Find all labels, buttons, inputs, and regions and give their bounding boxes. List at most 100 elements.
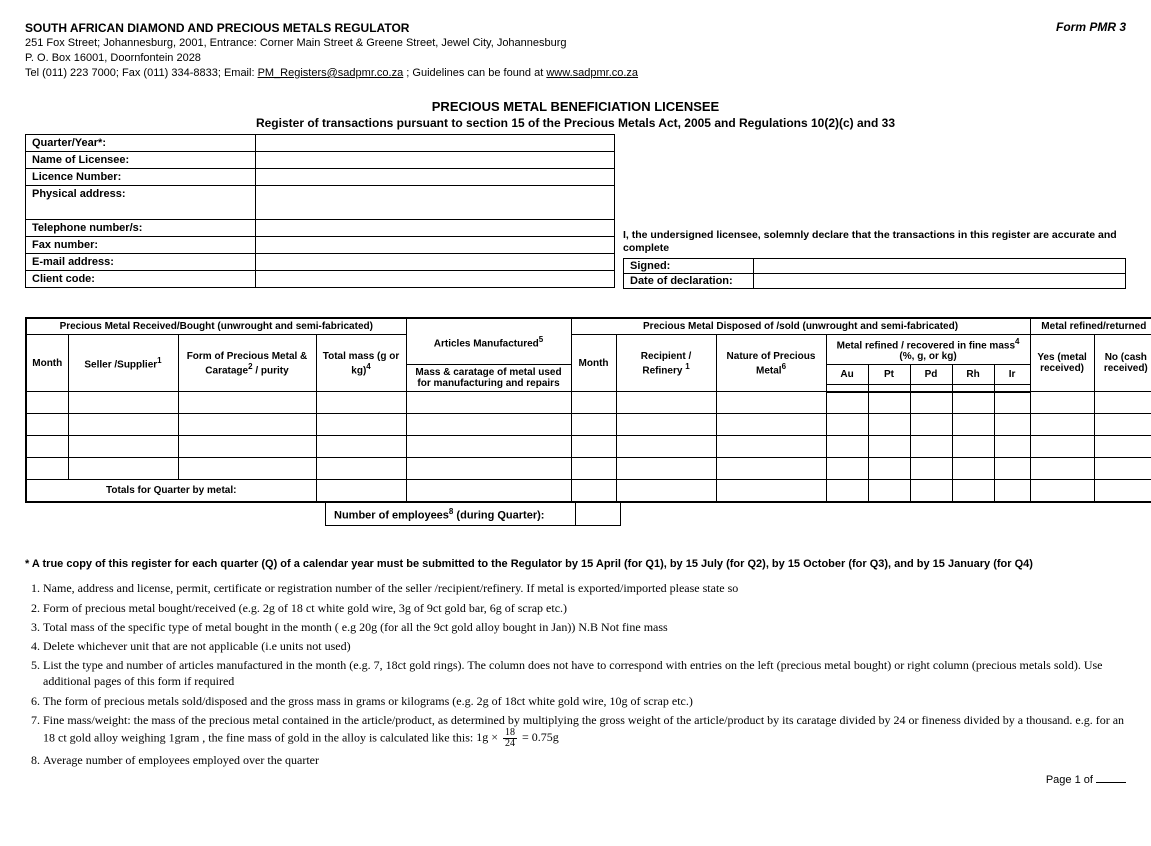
table-cell[interactable] bbox=[178, 458, 316, 480]
table-cell[interactable] bbox=[571, 392, 616, 414]
totals-cell[interactable] bbox=[716, 480, 826, 502]
table-cell[interactable] bbox=[1094, 436, 1151, 458]
table-cell[interactable] bbox=[1094, 392, 1151, 414]
table-cell[interactable] bbox=[826, 414, 868, 436]
totals-cell[interactable] bbox=[571, 480, 616, 502]
table-cell[interactable] bbox=[178, 414, 316, 436]
table-cell[interactable] bbox=[1030, 392, 1094, 414]
field-email[interactable] bbox=[256, 253, 615, 270]
table-cell[interactable] bbox=[716, 392, 826, 414]
table-cell[interactable] bbox=[406, 414, 571, 436]
table-cell[interactable] bbox=[68, 414, 178, 436]
totals-cell[interactable] bbox=[406, 480, 571, 502]
table-cell[interactable] bbox=[826, 458, 868, 480]
table-cell[interactable] bbox=[406, 392, 571, 414]
hdr-disposed: Precious Metal Disposed of /sold (unwrou… bbox=[571, 318, 1030, 335]
table-cell[interactable] bbox=[26, 436, 68, 458]
field-licensee[interactable] bbox=[256, 151, 615, 168]
field-quarter[interactable] bbox=[256, 134, 615, 151]
lbl-client: Client code: bbox=[26, 270, 256, 287]
table-cell[interactable] bbox=[68, 436, 178, 458]
table-cell[interactable] bbox=[571, 414, 616, 436]
table-cell[interactable] bbox=[910, 458, 952, 480]
field-signed[interactable] bbox=[754, 259, 1126, 274]
field-decl-date[interactable] bbox=[754, 274, 1126, 289]
field-tel[interactable] bbox=[256, 219, 615, 236]
table-cell[interactable] bbox=[26, 392, 68, 414]
hdr-form: Form of Precious Metal & Caratage2 / pur… bbox=[178, 335, 316, 392]
table-cell[interactable] bbox=[952, 392, 994, 414]
totals-cell[interactable] bbox=[1030, 480, 1094, 502]
lbl-licensee: Name of Licensee: bbox=[26, 151, 256, 168]
table-cell[interactable] bbox=[406, 436, 571, 458]
table-cell[interactable] bbox=[616, 414, 716, 436]
table-cell[interactable] bbox=[994, 392, 1030, 414]
table-cell[interactable] bbox=[868, 436, 910, 458]
lbl-tel: Telephone number/s: bbox=[26, 219, 256, 236]
table-cell[interactable] bbox=[26, 458, 68, 480]
table-cell[interactable] bbox=[716, 436, 826, 458]
totals-cell[interactable] bbox=[1094, 480, 1151, 502]
hdr-ir: Ir bbox=[994, 365, 1030, 385]
table-cell[interactable] bbox=[952, 458, 994, 480]
field-phys-addr[interactable] bbox=[256, 185, 615, 219]
employees-row: Number of employees8 (during Quarter): bbox=[325, 503, 621, 527]
totals-cell[interactable] bbox=[910, 480, 952, 502]
table-cell[interactable] bbox=[1094, 458, 1151, 480]
totals-cell[interactable] bbox=[868, 480, 910, 502]
hdr-pd: Pd bbox=[910, 365, 952, 385]
totals-cell[interactable] bbox=[952, 480, 994, 502]
org-email: PM_Registers@sadpmr.co.za bbox=[258, 67, 404, 79]
table-cell[interactable] bbox=[316, 392, 406, 414]
table-cell[interactable] bbox=[868, 458, 910, 480]
hdr-pt: Pt bbox=[868, 365, 910, 385]
field-fax[interactable] bbox=[256, 236, 615, 253]
table-cell[interactable] bbox=[994, 414, 1030, 436]
table-cell[interactable] bbox=[178, 436, 316, 458]
table-cell[interactable] bbox=[868, 414, 910, 436]
table-cell[interactable] bbox=[616, 392, 716, 414]
table-cell[interactable] bbox=[571, 436, 616, 458]
footnote-2: Form of precious metal bought/received (… bbox=[43, 600, 1126, 616]
table-cell[interactable] bbox=[178, 392, 316, 414]
hdr-yes: Yes (metal received) bbox=[1030, 335, 1094, 392]
table-cell[interactable] bbox=[1030, 414, 1094, 436]
totals-cell[interactable] bbox=[994, 480, 1030, 502]
table-cell[interactable] bbox=[826, 436, 868, 458]
lbl-signed: Signed: bbox=[624, 259, 754, 274]
table-cell[interactable] bbox=[910, 414, 952, 436]
table-cell[interactable] bbox=[616, 458, 716, 480]
table-cell[interactable] bbox=[406, 458, 571, 480]
table-cell[interactable] bbox=[716, 414, 826, 436]
table-cell[interactable] bbox=[952, 436, 994, 458]
totals-cell[interactable] bbox=[316, 480, 406, 502]
table-cell[interactable] bbox=[316, 436, 406, 458]
table-cell[interactable] bbox=[1030, 458, 1094, 480]
table-cell[interactable] bbox=[616, 436, 716, 458]
table-cell[interactable] bbox=[994, 436, 1030, 458]
table-cell[interactable] bbox=[826, 392, 868, 414]
table-cell[interactable] bbox=[68, 392, 178, 414]
table-cell[interactable] bbox=[571, 458, 616, 480]
table-cell[interactable] bbox=[1094, 414, 1151, 436]
hdr-seller: Seller /Supplier1 bbox=[68, 335, 178, 392]
employees-field[interactable] bbox=[576, 503, 621, 526]
totals-cell[interactable] bbox=[616, 480, 716, 502]
table-cell[interactable] bbox=[26, 414, 68, 436]
table-cell[interactable] bbox=[316, 414, 406, 436]
table-cell[interactable] bbox=[868, 392, 910, 414]
table-cell[interactable] bbox=[910, 436, 952, 458]
field-licence-no[interactable] bbox=[256, 168, 615, 185]
table-cell[interactable] bbox=[1030, 436, 1094, 458]
footnote-6: The form of precious metals sold/dispose… bbox=[43, 693, 1126, 709]
table-cell[interactable] bbox=[952, 414, 994, 436]
totals-cell[interactable] bbox=[826, 480, 868, 502]
table-cell[interactable] bbox=[994, 458, 1030, 480]
submission-note: * A true copy of this register for each … bbox=[25, 558, 1126, 570]
lbl-email: E-mail address: bbox=[26, 253, 256, 270]
table-cell[interactable] bbox=[316, 458, 406, 480]
field-client[interactable] bbox=[256, 270, 615, 287]
table-cell[interactable] bbox=[68, 458, 178, 480]
table-cell[interactable] bbox=[716, 458, 826, 480]
table-cell[interactable] bbox=[910, 392, 952, 414]
